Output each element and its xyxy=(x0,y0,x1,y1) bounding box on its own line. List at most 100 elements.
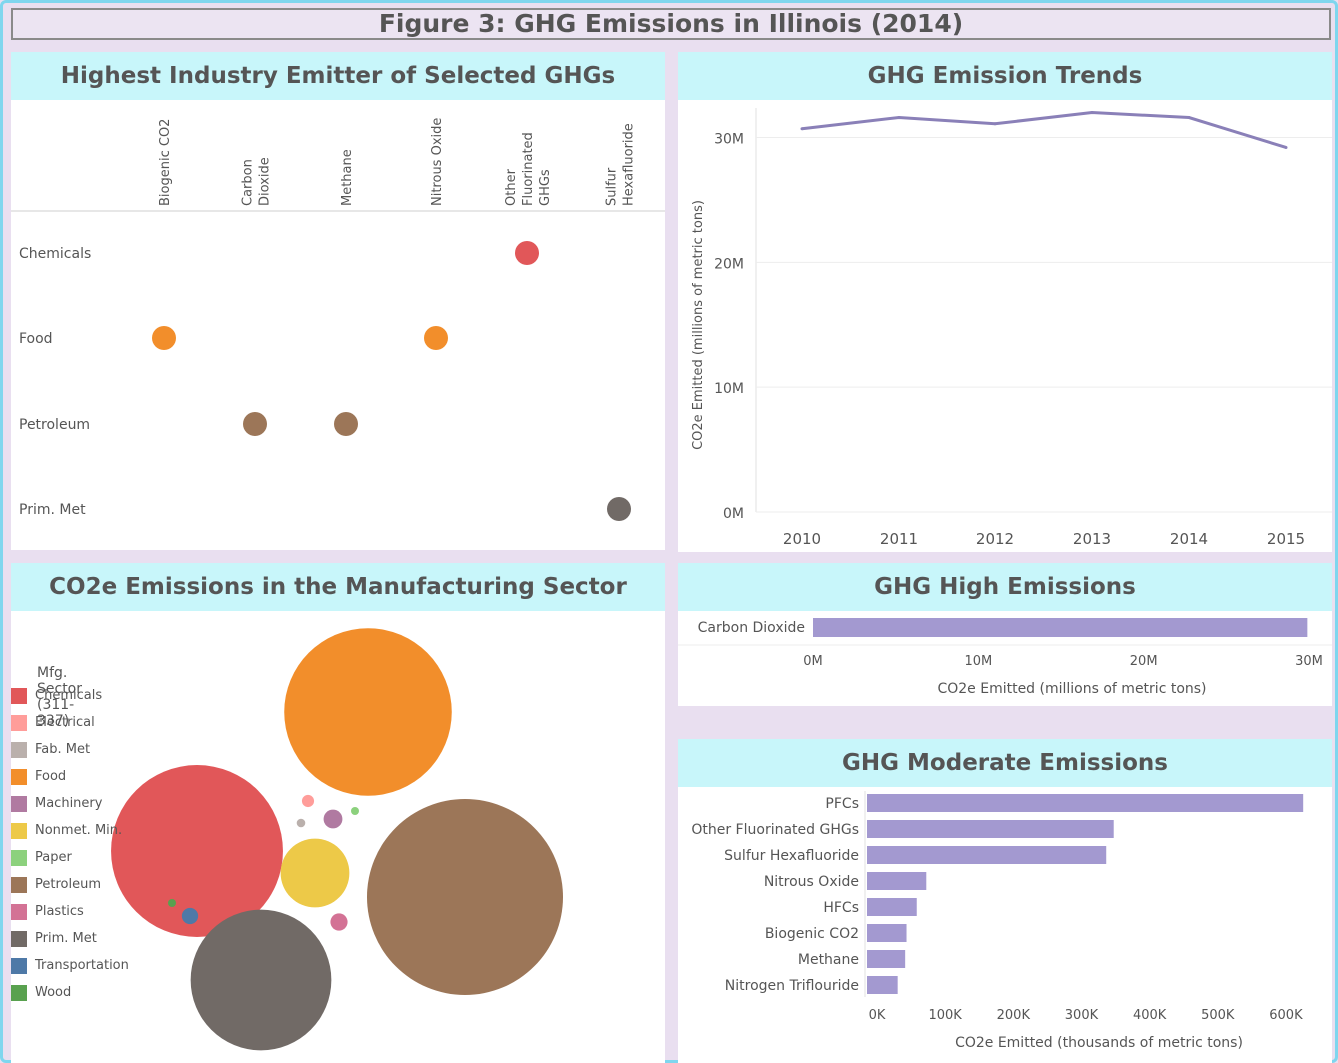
bar xyxy=(867,976,898,994)
manufacturing-panel-title: CO2e Emissions in the Manufacturing Sect… xyxy=(11,563,665,611)
x-tick-label: 300K xyxy=(1065,1008,1099,1023)
legend-swatch xyxy=(11,985,27,1001)
row-label: Petroleum xyxy=(19,417,90,433)
x-tick-label: 20M xyxy=(1130,654,1158,669)
bar xyxy=(867,950,906,968)
column-label: Fluorinated xyxy=(521,132,536,206)
bubble-food xyxy=(284,628,452,796)
bar xyxy=(867,794,1304,812)
high-panel: GHG High Emissions Carbon Dioxide 0M 10M 20… xyxy=(678,563,1332,706)
x-axis-label: CO2e Emitted (thousands of metric tons) xyxy=(955,1035,1243,1051)
bar-label: Biogenic CO2 xyxy=(765,926,859,942)
legend-label: Prim. Met xyxy=(35,931,97,946)
trend-point xyxy=(897,116,901,120)
legend-label: Petroleum xyxy=(35,877,101,892)
x-tick-label: 2012 xyxy=(976,530,1014,548)
emitter-panel-title: Highest Industry Emitter of Selected GHG… xyxy=(11,52,665,100)
y-tick-label: 20M xyxy=(714,256,744,272)
trend-point xyxy=(1284,145,1288,149)
bar-label: Other Fluorinated GHGs xyxy=(691,822,859,838)
column-label: Methane xyxy=(340,149,355,206)
legend-label: Paper xyxy=(35,850,72,865)
legend-swatch xyxy=(11,904,27,920)
bubble-petroleum xyxy=(367,799,563,995)
x-tick-label: 200K xyxy=(997,1008,1031,1023)
bubble-paper xyxy=(351,807,359,815)
x-tick-label: 10M xyxy=(964,654,992,669)
bar-label: Nitrogen Triflouride xyxy=(725,978,859,994)
high-emissions-chart: Carbon Dioxide 0M 10M 20M 30M CO2e Emitted (m… xyxy=(678,618,1332,697)
legend-swatch xyxy=(11,958,27,974)
legend-label: Plastics xyxy=(35,904,84,919)
legend-swatch xyxy=(11,742,27,758)
legend-label: Wood xyxy=(35,985,72,1000)
legend-label: Electrical xyxy=(35,715,95,730)
column-label: Biogenic CO2 xyxy=(158,119,173,206)
bubble-machinery xyxy=(323,809,343,829)
column-label: Other xyxy=(504,168,519,206)
emitter-dot xyxy=(334,412,358,436)
trend-point xyxy=(993,122,997,126)
column-label: Sulfur xyxy=(605,167,620,206)
row-label: Chemicals xyxy=(19,246,91,262)
trends-panel: GHG Emission Trends 0M 10M 20M 30M 2010 2011 2… xyxy=(678,52,1332,552)
y-tick-label: 30M xyxy=(714,131,744,147)
x-tick-label: 400K xyxy=(1133,1008,1167,1023)
moderate-panel: GHG Moderate Emissions PFCs Other Fluorin… xyxy=(678,739,1332,1063)
y-tick-label: 10M xyxy=(714,381,744,397)
x-tick-label: 500K xyxy=(1201,1008,1235,1023)
x-tick-label: 2013 xyxy=(1073,530,1111,548)
bar xyxy=(867,898,917,916)
legend-swatch xyxy=(11,850,27,866)
bar-label: PFCs xyxy=(825,796,859,812)
legend-swatch xyxy=(11,688,27,704)
legend-label: Chemicals xyxy=(35,688,103,703)
legend-label: Nonmet. Min. xyxy=(35,823,123,838)
row-label: Prim. Met xyxy=(19,502,86,518)
bubble-wood xyxy=(168,899,176,907)
bar-label: Sulfur Hexafluoride xyxy=(724,848,859,864)
bar-label: Methane xyxy=(798,952,859,968)
emitter-dot xyxy=(152,326,176,350)
bubble-plastics xyxy=(330,913,348,931)
trend-point xyxy=(1090,111,1094,115)
bar xyxy=(813,618,1308,637)
bubble-fab-met xyxy=(296,818,306,828)
column-label: Dioxide xyxy=(258,157,273,206)
bar xyxy=(867,924,907,942)
y-axis-label: CO2e Emitted (millions of metric tons) xyxy=(691,200,706,450)
legend-swatch xyxy=(11,877,27,893)
manufacturing-panel: CO2e Emissions in the Manufacturing Sect… xyxy=(11,563,665,1063)
legend-label: Machinery xyxy=(35,796,103,811)
x-tick-label: 2014 xyxy=(1170,530,1208,548)
x-tick-label: 2011 xyxy=(880,530,918,548)
emitter-dot xyxy=(243,412,267,436)
y-tick-label: 0M xyxy=(723,506,744,522)
legend-swatch xyxy=(11,769,27,785)
bar-label: Nitrous Oxide xyxy=(764,874,859,890)
x-tick-label: 0M xyxy=(803,654,823,669)
emitter-dot xyxy=(515,241,539,265)
bar-label: Carbon Dioxide xyxy=(698,620,805,636)
column-label: Nitrous Oxide xyxy=(430,118,445,206)
legend-title: Mfg. Sector (311-337) xyxy=(37,665,83,729)
trend-chart: 0M 10M 20M 30M 2010 2011 2012 2013 2014 2015 CO2e … xyxy=(691,108,1332,548)
high-panel-title: GHG High Emissions xyxy=(678,563,1332,611)
legend-swatch xyxy=(11,715,27,731)
x-axis-label: CO2e Emitted (millions of metric tons) xyxy=(937,681,1206,697)
column-label: Hexafluoride xyxy=(622,123,637,206)
bubble-transportation xyxy=(181,907,199,925)
x-tick-label: 2010 xyxy=(783,530,821,548)
x-tick-label: 2015 xyxy=(1267,530,1305,548)
legend-label: Food xyxy=(35,769,67,784)
bar xyxy=(867,846,1107,864)
moderate-panel-title: GHG Moderate Emissions xyxy=(678,739,1332,787)
legend-swatch xyxy=(11,796,27,812)
page-title: Figure 3: GHG Emissions in Illinois (201… xyxy=(11,8,1331,40)
bubble-electrical xyxy=(301,794,315,808)
emitter-dot xyxy=(607,497,631,521)
bar xyxy=(867,820,1114,838)
trend-point xyxy=(800,127,804,131)
moderate-emissions-chart: PFCs Other Fluorinated GHGs Sulfur Hexaflu… xyxy=(691,791,1304,1051)
